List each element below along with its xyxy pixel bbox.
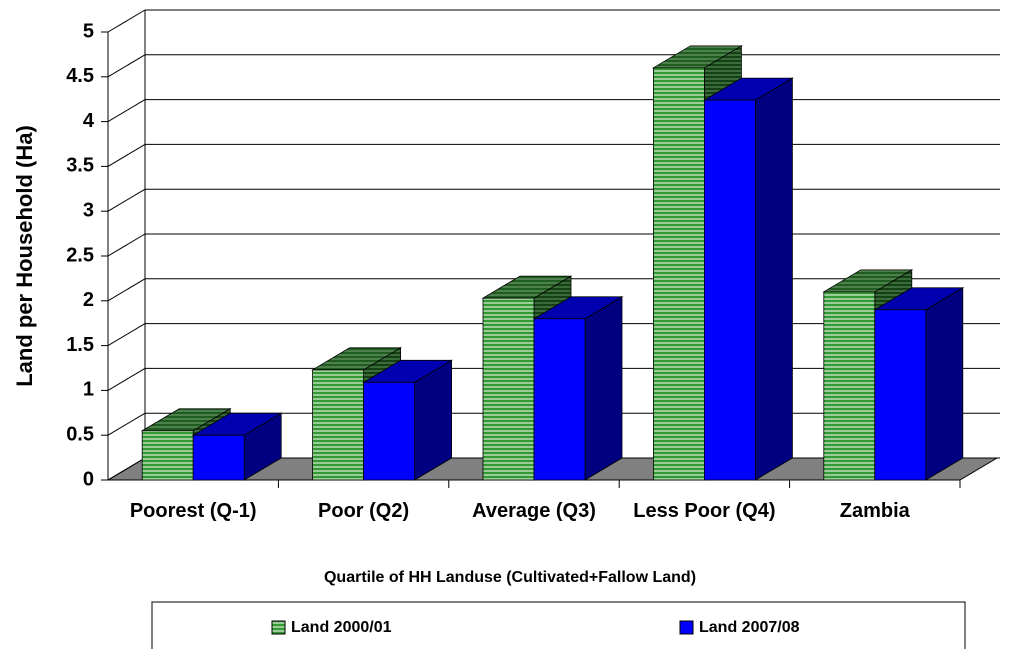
y-tick-label: 4: [83, 110, 95, 132]
grid-line: [107, 188, 146, 212]
y-tick-label: 2: [83, 289, 94, 311]
bar: [702, 77, 794, 481]
grid-line: [107, 233, 146, 257]
bar-front: [363, 381, 416, 481]
y-tick-label: 5: [83, 20, 94, 42]
grid-line: [107, 457, 146, 481]
y-tick-label: 0: [83, 468, 94, 490]
grid-line: [107, 278, 146, 302]
grid-line: [107, 99, 146, 123]
grid-line: [107, 367, 146, 391]
legend-label: Land 2007/08: [699, 619, 800, 636]
grid-line: [107, 412, 146, 436]
x-axis-title: Quartile of HH Landuse (Cultivated+Fallo…: [324, 569, 696, 586]
grid-line: [107, 323, 146, 347]
y-tick-label: 1.5: [66, 334, 94, 356]
grid-line: [107, 9, 146, 33]
bar-front: [874, 309, 927, 481]
y-tick-label: 3.5: [66, 155, 94, 177]
y-tick-label: 3: [83, 199, 94, 221]
y-axis-title: Land per Household (Ha): [12, 125, 37, 387]
bar-front: [141, 430, 194, 481]
bar-front: [823, 291, 876, 481]
grid-line: [107, 143, 146, 167]
legend-box: [151, 601, 966, 649]
bar-front: [482, 297, 535, 481]
bar-front: [653, 67, 705, 481]
legend-label: Land 2000/01: [291, 619, 392, 636]
x-tick-label: Average (Q3): [472, 500, 596, 522]
y-tick-label: 4.5: [66, 65, 94, 87]
x-tick-label: Less Poor (Q4): [633, 500, 776, 522]
legend-swatch: [271, 620, 286, 635]
x-tick-label: Zambia: [839, 500, 910, 522]
bar-front: [192, 434, 245, 481]
bar-side: [925, 287, 964, 481]
bar: [362, 359, 454, 481]
bar-side: [755, 77, 793, 481]
bar: [532, 296, 624, 481]
x-tick-label: Poorest (Q-1): [129, 500, 257, 522]
y-tick-label: 0.5: [66, 423, 94, 445]
x-tick-label: Poor (Q2): [318, 500, 410, 522]
bar: [873, 287, 965, 481]
bar-front: [704, 99, 756, 481]
bar-front: [312, 369, 365, 481]
grid-line: [107, 54, 146, 78]
bar-front: [533, 318, 586, 481]
y-tick-label: 1: [83, 379, 94, 401]
y-tick-label: 2.5: [66, 244, 94, 266]
legend-swatch: [679, 620, 694, 635]
bar: [191, 412, 283, 481]
bar-side: [584, 296, 623, 481]
